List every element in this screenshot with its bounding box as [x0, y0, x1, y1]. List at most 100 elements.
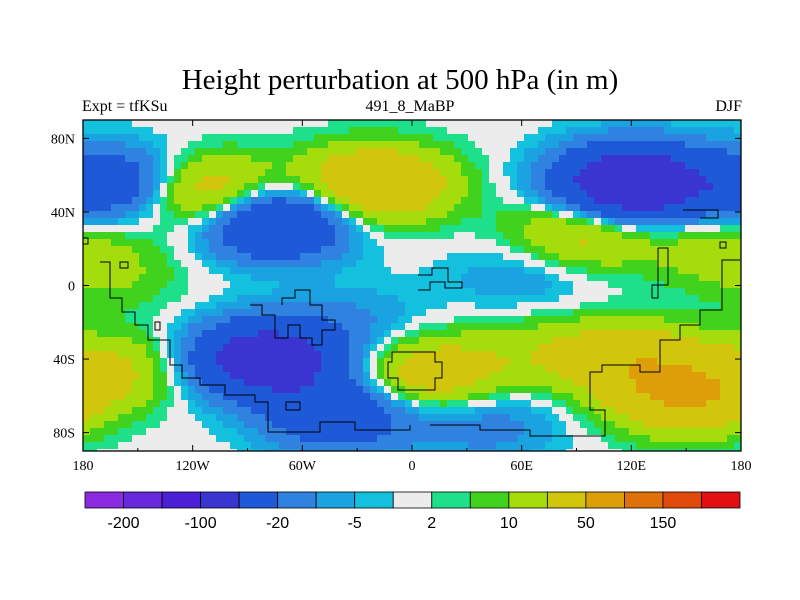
field-cell: [244, 407, 252, 415]
field-cell: [573, 204, 581, 212]
field-cell: [496, 372, 504, 380]
field-cell: [244, 127, 252, 135]
field-cell: [594, 120, 602, 128]
field-cell: [167, 379, 175, 387]
field-cell: [146, 358, 154, 366]
field-cell: [664, 134, 672, 142]
field-cell: [405, 414, 413, 422]
field-cell: [97, 232, 105, 240]
field-cell: [293, 120, 301, 128]
field-cell: [272, 162, 280, 170]
field-cell: [636, 155, 644, 163]
field-cell: [83, 141, 91, 149]
field-cell: [167, 225, 175, 233]
field-cell: [265, 288, 273, 296]
field-cell: [167, 428, 175, 436]
field-cell: [510, 358, 518, 366]
field-cell: [244, 190, 252, 198]
field-cell: [139, 365, 147, 373]
field-cell: [377, 421, 385, 429]
field-cell: [342, 288, 350, 296]
field-cell: [727, 358, 735, 366]
field-cell: [356, 358, 364, 366]
field-cell: [349, 421, 357, 429]
field-cell: [622, 407, 630, 415]
field-cell: [699, 148, 707, 156]
field-cell: [496, 365, 504, 373]
field-cell: [622, 155, 630, 163]
field-cell: [384, 162, 392, 170]
field-cell: [377, 442, 385, 450]
field-cell: [132, 120, 140, 128]
field-cell: [321, 176, 329, 184]
field-cell: [531, 323, 539, 331]
coastline-pacific-islands: [83, 237, 727, 411]
field-cell: [517, 176, 525, 184]
field-cell: [573, 169, 581, 177]
field-cell: [636, 134, 644, 142]
field-cell: [349, 449, 357, 451]
field-cell: [426, 120, 434, 128]
field-cell: [615, 218, 623, 226]
field-cell: [111, 372, 119, 380]
field-cell: [244, 358, 252, 366]
field-cell: [552, 407, 560, 415]
field-cell: [321, 372, 329, 380]
field-cell: [510, 309, 518, 317]
field-cell: [440, 127, 448, 135]
field-cell: [447, 302, 455, 310]
field-cell: [482, 372, 490, 380]
field-cell: [293, 442, 301, 450]
field-cell: [720, 316, 728, 324]
field-cell: [454, 337, 462, 345]
field-cell: [650, 407, 658, 415]
field-cell: [335, 260, 343, 268]
field-cell: [482, 169, 490, 177]
field-cell: [125, 421, 133, 429]
field-cell: [629, 351, 637, 359]
field-cell: [622, 414, 630, 422]
field-cell: [671, 253, 679, 261]
field-cell: [237, 358, 245, 366]
field-cell: [489, 379, 497, 387]
field-cell: [307, 295, 315, 303]
field-cell: [601, 260, 609, 268]
field-cell: [335, 134, 343, 142]
field-cell: [104, 232, 112, 240]
field-cell: [97, 337, 105, 345]
field-cell: [496, 211, 504, 219]
field-cell: [230, 162, 238, 170]
field-cell: [657, 316, 665, 324]
field-cell: [447, 225, 455, 233]
field-cell: [587, 337, 595, 345]
field-cell: [139, 400, 147, 408]
field-cell: [216, 309, 224, 317]
field-cell: [657, 442, 665, 450]
field-cell: [531, 141, 539, 149]
field-cell: [587, 316, 595, 324]
field-cell: [188, 316, 196, 324]
field-cell: [104, 253, 112, 261]
field-cell: [566, 295, 574, 303]
field-cell: [538, 120, 546, 128]
field-cell: [461, 337, 469, 345]
field-cell: [405, 253, 413, 261]
field-cell: [293, 288, 301, 296]
field-cell: [405, 239, 413, 247]
field-cell: [111, 309, 119, 317]
field-cell: [90, 330, 98, 338]
field-cell: [580, 134, 588, 142]
field-cell: [314, 218, 322, 226]
field-cell: [258, 260, 266, 268]
field-cell: [545, 393, 553, 401]
field-cell: [636, 190, 644, 198]
field-cell: [314, 351, 322, 359]
field-cell: [720, 232, 728, 240]
field-cell: [496, 274, 504, 282]
field-cell: [160, 449, 168, 451]
field-cell: [678, 120, 686, 128]
field-cell: [615, 183, 623, 191]
field-cell: [706, 260, 714, 268]
field-cell: [272, 288, 280, 296]
field-cell: [531, 372, 539, 380]
